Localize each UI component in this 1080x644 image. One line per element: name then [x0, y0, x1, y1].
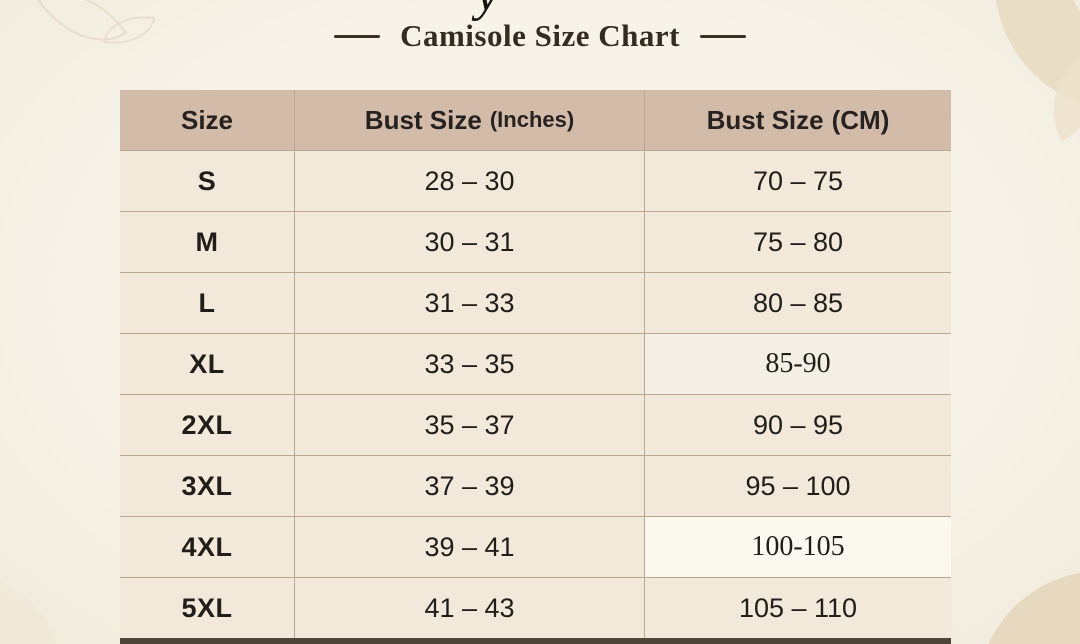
table-bottom-border [120, 638, 951, 644]
size-cell: 4XL [120, 516, 295, 577]
col-header-size: Size [120, 90, 295, 150]
col-header-size-label: Size [180, 104, 234, 135]
cm-cell: 90 – 95 [645, 394, 951, 455]
col-header-bust-cm-suffix: (CM) [831, 104, 890, 135]
cropped-top-text: y [476, 0, 499, 23]
size-cell: L [120, 272, 295, 333]
size-cell: 5XL [120, 577, 295, 638]
size-cell: M [120, 211, 295, 272]
leaf-decoration-bottom-left [0, 575, 75, 644]
inches-cell: 33 – 35 [295, 333, 645, 394]
title-dash-left [334, 34, 381, 38]
size-chart-table: Size Bust Size (Inches) Bust Size (CM) S… [120, 90, 951, 638]
cm-cell: 75 – 80 [645, 211, 951, 272]
title-row: Camisole Size Chart [0, 18, 1080, 54]
inches-cell: 28 – 30 [295, 150, 645, 211]
size-cell: XL [120, 333, 295, 394]
cm-cell: 85-90 [645, 333, 951, 394]
inches-cell: 37 – 39 [295, 455, 645, 516]
title-dash-right [699, 34, 746, 38]
leaf-decoration-bottom-right [979, 551, 1080, 644]
col-header-bust-cm-label: Bust Size [706, 104, 824, 135]
cm-cell: 105 – 110 [645, 577, 951, 638]
size-cell: 2XL [120, 394, 295, 455]
size-cell: 3XL [120, 455, 295, 516]
inches-cell: 39 – 41 [295, 516, 645, 577]
inches-cell: 30 – 31 [295, 211, 645, 272]
page-title: Camisole Size Chart [400, 18, 680, 53]
cm-cell: 100-105 [645, 516, 951, 577]
col-header-bust-inches-label: Bust Size [364, 104, 482, 135]
cm-cell: 70 – 75 [645, 150, 951, 211]
inches-cell: 35 – 37 [295, 394, 645, 455]
size-cell: S [120, 150, 295, 211]
col-header-bust-cm: Bust Size (CM) [645, 90, 951, 150]
cm-cell: 80 – 85 [645, 272, 951, 333]
inches-cell: 31 – 33 [295, 272, 645, 333]
col-header-bust-inches: Bust Size (Inches) [295, 90, 645, 150]
inches-cell: 41 – 43 [295, 577, 645, 638]
cm-cell: 95 – 100 [645, 455, 951, 516]
col-header-bust-inches-suffix: (Inches) [489, 107, 575, 132]
